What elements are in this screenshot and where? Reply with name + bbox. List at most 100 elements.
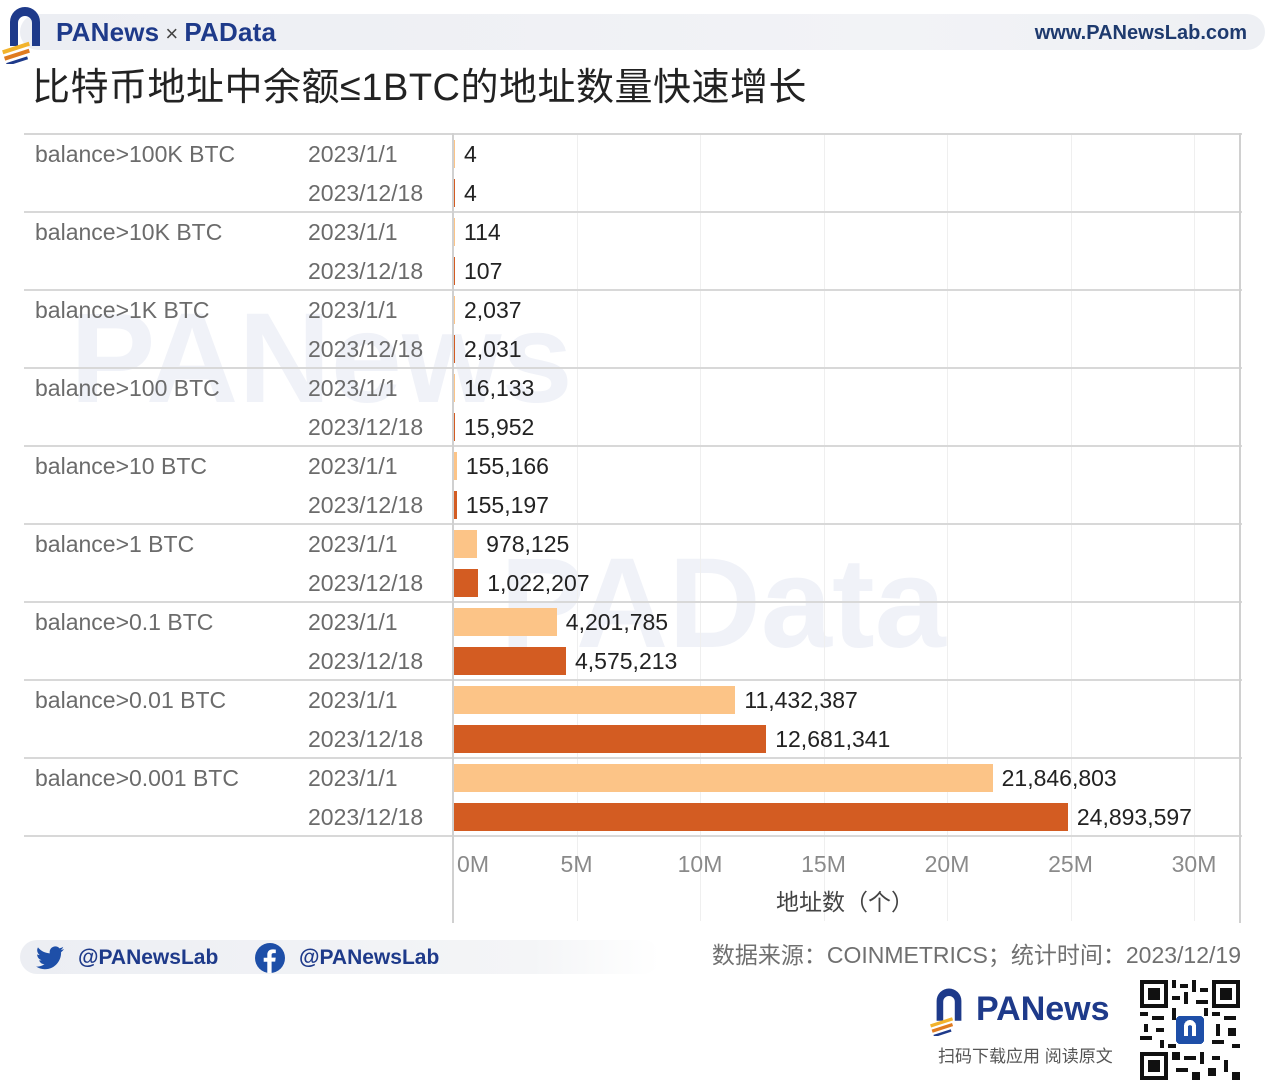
bar-value-label: 21,846,803 bbox=[1001, 765, 1117, 791]
date-label: 2023/1/1 bbox=[308, 687, 398, 713]
bar-value-label: 1,022,207 bbox=[487, 570, 590, 596]
date-label: 2023/12/18 bbox=[308, 648, 424, 674]
x-tick-label: 0M bbox=[457, 851, 489, 877]
panews-arch-logo-icon bbox=[2, 7, 40, 64]
bar[interactable] bbox=[453, 257, 455, 285]
x-tick-label: 25M bbox=[1048, 851, 1093, 877]
bar[interactable] bbox=[453, 218, 455, 246]
date-label: 2023/1/1 bbox=[308, 141, 398, 167]
category-row: balance>0.01 BTC 2023/1/1 11,432,387 2023/1… bbox=[24, 681, 1242, 759]
bar[interactable] bbox=[453, 530, 478, 558]
facebook-handle: @PANewsLab bbox=[299, 946, 440, 969]
date-label: 2023/12/18 bbox=[308, 414, 424, 440]
bar[interactable] bbox=[453, 179, 455, 207]
category-label: balance>10K BTC bbox=[35, 219, 223, 245]
category-row: balance>100K BTC 2023/1/1 4 2023/12/18 4 bbox=[24, 135, 1242, 213]
category-label: balance>0.1 BTC bbox=[35, 609, 214, 635]
date-label: 2023/12/18 bbox=[308, 804, 424, 830]
bar[interactable] bbox=[453, 686, 736, 714]
bar-value-label: 4 bbox=[464, 141, 477, 167]
bar-value-label: 4,575,213 bbox=[575, 648, 678, 674]
brand-panews: PANews bbox=[56, 17, 160, 47]
bar[interactable] bbox=[453, 374, 455, 402]
category-label: balance>0.01 BTC bbox=[35, 687, 227, 713]
category-row: balance>0.001 BTC 2023/1/1 21,846,803 2023/… bbox=[24, 759, 1242, 837]
date-label: 2023/12/18 bbox=[308, 180, 424, 206]
data-source-note: 数据来源：COINMETRICS；统计时间：2023/12/19 bbox=[711, 942, 1241, 968]
date-label: 2023/12/18 bbox=[308, 492, 424, 518]
bar-value-label: 155,166 bbox=[465, 453, 549, 479]
bar-chart: balance>100K BTC 2023/1/1 4 2023/12/18 4 bala… bbox=[24, 133, 1242, 923]
category-label: balance>1K BTC bbox=[35, 297, 210, 323]
bar[interactable] bbox=[453, 803, 1068, 831]
app-cta-text: 扫码下载应用 阅读原文 bbox=[938, 1047, 1113, 1066]
bar-value-label: 114 bbox=[464, 219, 501, 245]
bar[interactable] bbox=[453, 140, 455, 168]
bar[interactable] bbox=[453, 491, 457, 519]
bar[interactable] bbox=[453, 452, 457, 480]
brand-separator: × bbox=[165, 21, 179, 46]
gridline bbox=[823, 135, 825, 921]
app-download-promo[interactable]: PANews 扫码下载应用 阅读原文 bbox=[930, 982, 1130, 1072]
facebook-icon bbox=[255, 943, 285, 973]
category-label: balance>100 BTC bbox=[35, 375, 220, 401]
bar[interactable] bbox=[453, 725, 767, 753]
category-row: balance>100 BTC 2023/1/1 16,133 2023/12/18 1… bbox=[24, 369, 1242, 447]
gridline bbox=[947, 135, 948, 921]
bar[interactable] bbox=[453, 296, 455, 324]
bar[interactable] bbox=[453, 569, 479, 597]
x-tick-label: 20M bbox=[924, 851, 970, 877]
date-label: 2023/1/1 bbox=[308, 219, 398, 245]
y-axis-line bbox=[452, 133, 454, 923]
date-label: 2023/12/18 bbox=[308, 726, 424, 752]
date-label: 2023/1/1 bbox=[308, 609, 398, 635]
category-row: balance>10K BTC 2023/1/1 114 2023/12/18 107 bbox=[24, 213, 1242, 291]
facebook-link[interactable]: @PANewsLab bbox=[255, 943, 439, 973]
category-label: balance>0.001 BTC bbox=[35, 765, 239, 791]
bar[interactable] bbox=[453, 335, 455, 363]
bar-value-label: 107 bbox=[464, 258, 503, 284]
qr-code-icon[interactable] bbox=[1140, 980, 1240, 1080]
bar[interactable] bbox=[453, 647, 566, 675]
date-label: 2023/12/18 bbox=[308, 258, 424, 284]
twitter-link[interactable]: @PANewsLab bbox=[36, 943, 218, 973]
chart-title: 比特币地址中余额≤1BTC的地址数量快速增长 bbox=[32, 67, 807, 109]
gridline bbox=[700, 135, 701, 921]
category-label: balance>10 BTC bbox=[35, 453, 207, 479]
category-row: balance>0.1 BTC 2023/1/1 4,201,785 2023/12/… bbox=[24, 603, 1242, 681]
bar-value-label: 24,893,597 bbox=[1076, 804, 1192, 830]
bar-value-label: 12,681,341 bbox=[775, 726, 891, 752]
panews-arch-logo-icon bbox=[930, 988, 962, 1036]
app-brand-name: PANews bbox=[976, 990, 1110, 1028]
category-row: balance>10 BTC 2023/1/1 155,166 2023/12/18 1… bbox=[24, 447, 1242, 525]
gridline bbox=[1194, 135, 1195, 921]
bar-value-label: 2,031 bbox=[464, 336, 522, 362]
bar-value-label: 11,432,387 bbox=[744, 687, 858, 713]
date-label: 2023/1/1 bbox=[308, 531, 398, 557]
chart-top-border bbox=[24, 133, 1242, 135]
header-bar bbox=[20, 14, 1265, 50]
x-axis-title: 地址数（个） bbox=[776, 889, 914, 915]
bar[interactable] bbox=[453, 413, 455, 441]
gridline bbox=[1070, 135, 1072, 921]
bar[interactable] bbox=[453, 764, 993, 792]
website-url[interactable]: www.PANewsLab.com bbox=[1034, 22, 1247, 44]
category-row: balance>1K BTC 2023/1/1 2,037 2023/12/18 2,0… bbox=[24, 291, 1242, 369]
brand-lockup: PANews × PAData bbox=[56, 17, 276, 49]
date-label: 2023/12/18 bbox=[308, 570, 424, 596]
x-tick-label: 5M bbox=[560, 851, 593, 877]
date-label: 2023/1/1 bbox=[308, 375, 398, 401]
twitter-handle: @PANewsLab bbox=[78, 946, 219, 969]
date-label: 2023/1/1 bbox=[308, 765, 398, 791]
bar[interactable] bbox=[453, 608, 557, 636]
gridline bbox=[576, 135, 578, 921]
chart-right-border bbox=[1239, 133, 1241, 923]
bar-value-label: 155,197 bbox=[465, 492, 549, 518]
category-row: balance>1 BTC 2023/1/1 978,125 2023/12/18 1,… bbox=[24, 525, 1242, 603]
category-label: balance>100K BTC bbox=[35, 141, 236, 167]
bar-value-label: 4,201,785 bbox=[565, 609, 669, 635]
category-label: balance>1 BTC bbox=[35, 531, 195, 557]
footer-social-bar bbox=[20, 940, 660, 974]
brand-padata: PAData bbox=[184, 17, 277, 47]
x-tick-label: 15M bbox=[801, 851, 846, 877]
